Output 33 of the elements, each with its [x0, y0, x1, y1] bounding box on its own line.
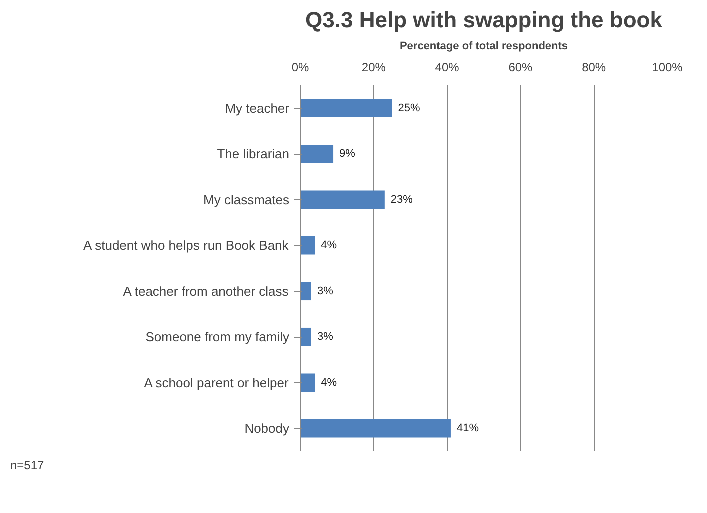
- x-axis-title: Percentage of total respondents: [400, 40, 568, 52]
- x-tick-label: 0%: [292, 60, 310, 74]
- bar: [300, 190, 385, 210]
- text: n=517: [10, 458, 45, 472]
- data-label: 25%: [398, 102, 420, 114]
- bar: [300, 282, 312, 301]
- x-tick-label: 100%: [652, 60, 684, 74]
- bar: [300, 419, 451, 438]
- y-tick-label: My classmates: [204, 192, 290, 208]
- data-label: 4%: [321, 376, 338, 389]
- x-tick-label: 40%: [435, 60, 460, 74]
- data-label: 41%: [456, 422, 480, 435]
- bar: [300, 144, 334, 164]
- data-label: 23%: [390, 194, 414, 206]
- y-tick-label: The librarian: [217, 146, 290, 162]
- y-tick-label: Nobody: [244, 421, 290, 436]
- data-label: 3%: [318, 331, 334, 344]
- bar: [300, 236, 316, 255]
- y-tick-label: A student who helps run Book Bank: [84, 238, 290, 254]
- y-tick-label: My teacher: [225, 100, 290, 116]
- data-label: 3%: [318, 285, 334, 298]
- x-tick-label: 60%: [508, 60, 534, 74]
- chart-title: Q3.3 Help with swapping the book: [306, 8, 664, 32]
- y-tick-label: A school parent or helper: [144, 375, 290, 390]
- x-tick-label: 20%: [362, 60, 386, 74]
- bar: [300, 328, 312, 346]
- y-tick-label: A teacher from another class: [123, 284, 290, 299]
- data-label: 4%: [321, 240, 338, 252]
- y-tick-label: Someone from my family: [146, 330, 290, 345]
- x-tick-label: 80%: [582, 60, 606, 74]
- bar: [300, 374, 316, 392]
- bar: [300, 99, 392, 118]
- data-label: 9%: [340, 148, 356, 160]
